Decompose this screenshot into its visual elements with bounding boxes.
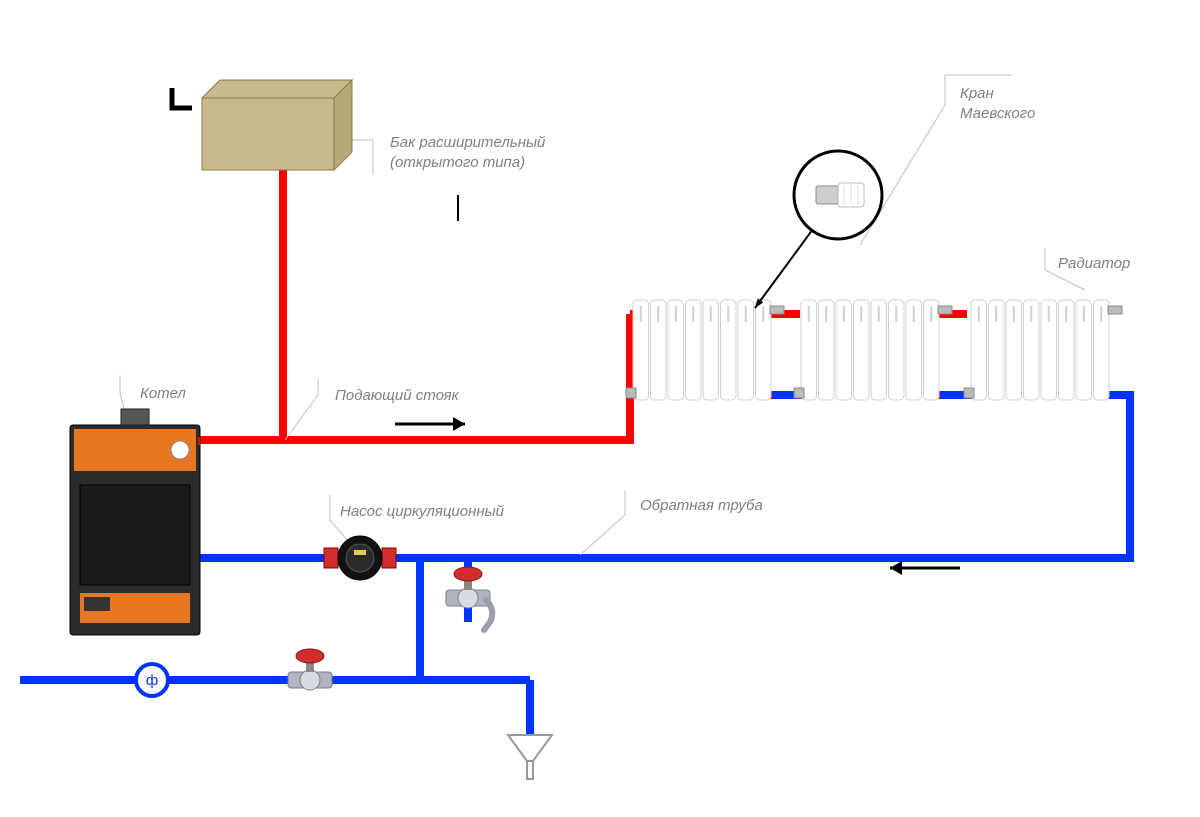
maevsky-valve: [938, 306, 952, 314]
radiator: [626, 300, 784, 400]
radiator: [794, 300, 952, 400]
expansion-tank: [202, 98, 334, 170]
heating-diagram: ф Бак расширительный(открытого типа) Коте…: [0, 0, 1200, 817]
drain-funnel: [508, 735, 552, 761]
radiator: [964, 300, 1122, 400]
label-return: Обратная труба: [640, 496, 763, 516]
label-valve: КранМаевского: [960, 84, 1035, 123]
ball-valve: [288, 649, 332, 690]
maevsky-valve: [770, 306, 784, 314]
ball-valve: [446, 567, 490, 608]
label-boiler: Котел: [140, 384, 186, 404]
label-tank: Бак расширительный(открытого типа): [390, 133, 545, 172]
expansion-tank-top: [202, 80, 352, 98]
label-pump: Насос циркуляционный: [340, 502, 504, 522]
label-supply: Подающий стояк: [335, 386, 459, 406]
svg-text:ф: ф: [146, 672, 158, 689]
label-radiator: Радиатор: [1058, 254, 1130, 274]
maevsky-valve: [1108, 306, 1122, 314]
